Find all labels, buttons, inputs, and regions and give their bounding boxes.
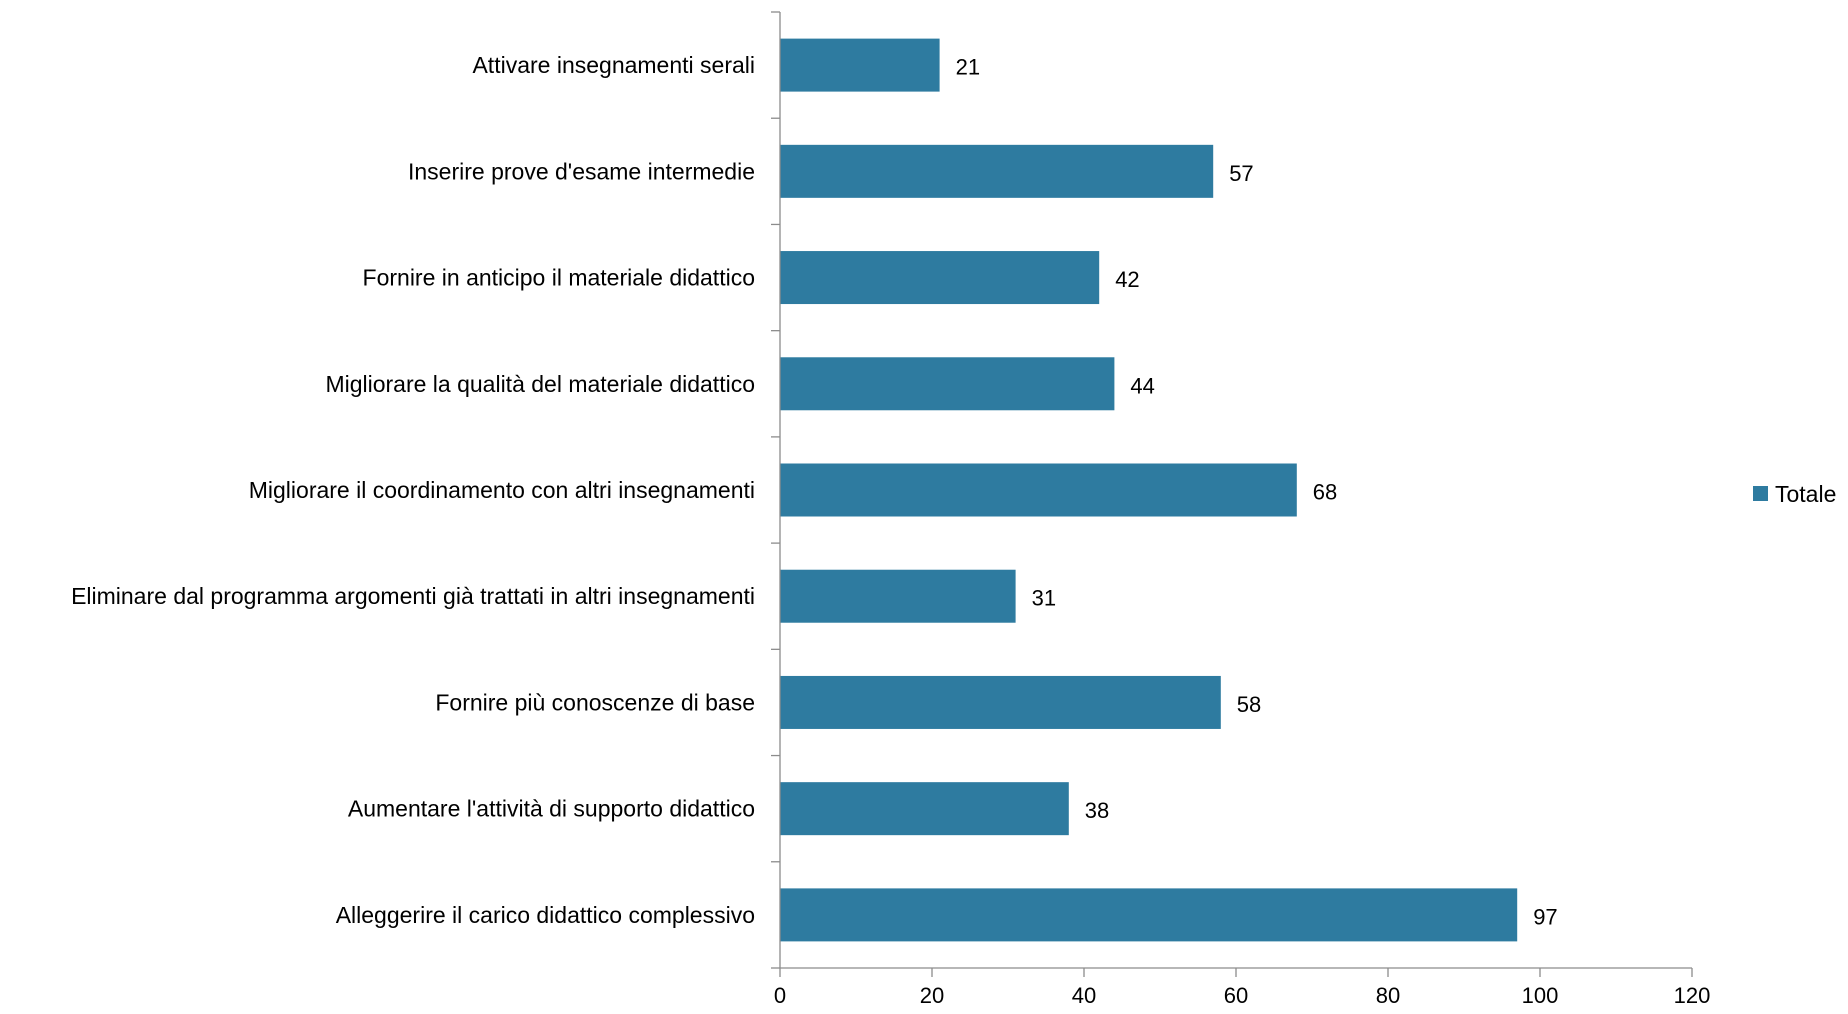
bar [780,888,1518,942]
data-label: 31 [1032,586,1056,611]
bar [780,251,1100,305]
legend-label: Totale [1775,481,1836,507]
axes-layer: 0 20 40 60 80 100 120 [771,11,1711,1008]
data-label: 58 [1237,692,1261,717]
data-label: 68 [1313,480,1337,505]
bar [780,782,1069,836]
x-tick-label: 100 [1522,983,1559,1008]
data-label: 97 [1533,904,1557,929]
data-label: 21 [956,55,980,80]
bar [780,357,1115,411]
legend: Totale [1753,481,1836,507]
labels-layer: Attivare insegnamenti serali 21 Inserire p… [71,52,1558,929]
category-label: Eliminare dal programma argomenti già tr… [71,583,755,609]
data-label: 38 [1085,798,1109,823]
bar [780,38,940,92]
bar [780,675,1221,729]
bars-layer [780,38,1518,942]
x-tick-label: 20 [920,983,944,1008]
x-tick-label: 0 [774,983,786,1008]
category-label: Attivare insegnamenti serali [472,52,755,78]
category-label: Migliorare il coordinamento con altri in… [249,477,755,503]
category-label: Inserire prove d'esame intermedie [408,158,755,184]
legend-swatch [1753,486,1768,501]
data-label: 57 [1229,161,1253,186]
bar [780,144,1214,198]
category-label: Aumentare l'attività di supporto didatti… [348,796,755,822]
x-tick-label: 120 [1674,983,1711,1008]
category-label: Fornire in anticipo il materiale didatti… [363,265,755,291]
x-tick-label: 40 [1072,983,1096,1008]
bar [780,463,1297,517]
bar [780,569,1016,623]
data-label: 42 [1115,267,1139,292]
data-label: 44 [1130,373,1154,398]
category-label: Alleggerire il carico didattico compless… [336,902,755,928]
x-tick-label: 60 [1224,983,1248,1008]
category-label: Fornire più conoscenze di base [435,689,755,715]
category-label: Migliorare la qualità del materiale dida… [325,371,755,397]
x-tick-label: 80 [1376,983,1400,1008]
